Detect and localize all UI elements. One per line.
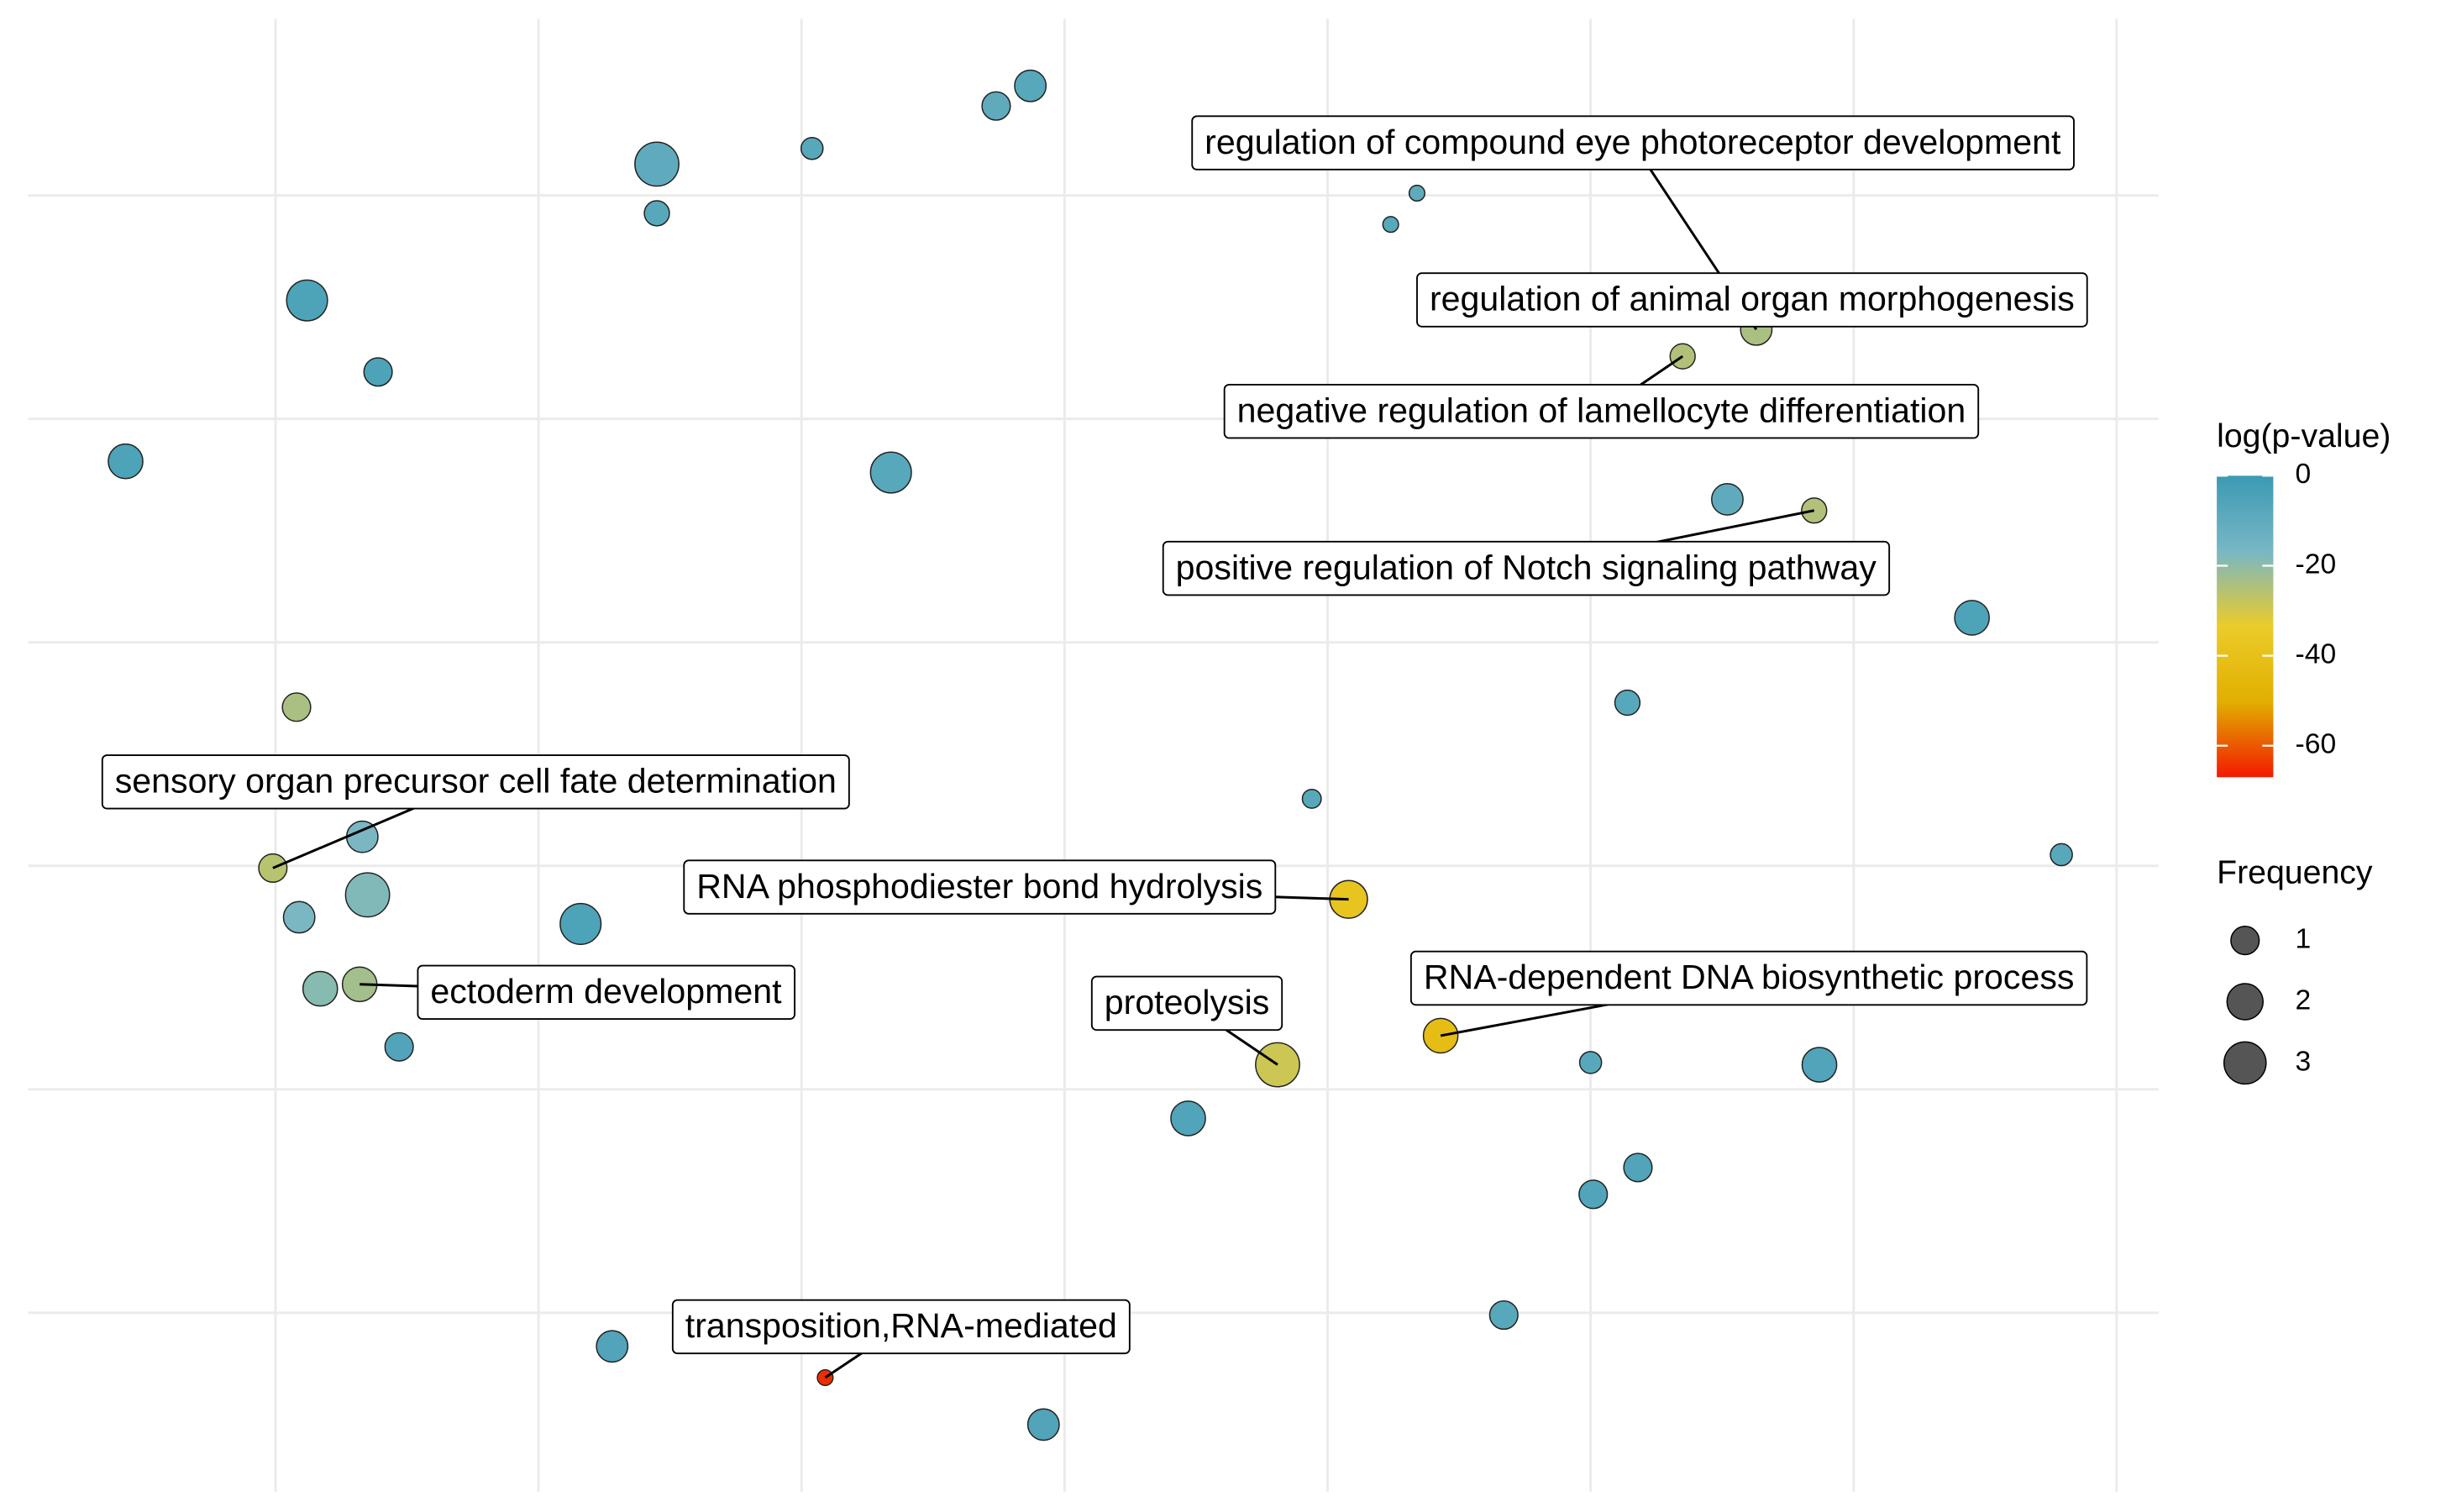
size-legend-key — [2226, 983, 2264, 1021]
point — [302, 970, 339, 1007]
label-text: proteolysis — [1105, 983, 1269, 1021]
colorbar-label: -20 — [2296, 549, 2337, 580]
label-text: ectoderm development — [430, 972, 782, 1011]
size-legend-label: 2 — [2296, 984, 2312, 1016]
point — [281, 692, 312, 722]
label-box — [1090, 975, 1283, 1032]
point — [1578, 1179, 1609, 1210]
point — [1801, 1047, 1838, 1083]
colorbar-label: -60 — [2296, 729, 2337, 760]
point — [1014, 69, 1047, 102]
legend: log(p-value) Frequency 0 -20 -40 -60 1 2 3 — [2217, 417, 2391, 1085]
label-text: positive regulation of Notch signaling p… — [1176, 548, 1877, 586]
point — [1578, 1051, 1603, 1074]
point — [1623, 1152, 1653, 1183]
point-label: negative regulation of lamellocyte diffe… — [1223, 384, 1980, 439]
size-legend-key — [2223, 1041, 2267, 1085]
point-label: regulation of compound eye photoreceptor… — [1191, 115, 2075, 171]
point — [1382, 216, 1399, 234]
point — [643, 200, 670, 227]
point — [286, 279, 328, 322]
point — [363, 357, 393, 387]
size-legend-key — [2230, 926, 2260, 956]
point — [344, 872, 391, 918]
label-box — [1191, 115, 2075, 171]
colorbar-label: -40 — [2296, 639, 2337, 670]
point — [1170, 1100, 1206, 1137]
point — [1408, 184, 1426, 202]
label-text: RNA phosphodiester bond hydrolysis — [696, 867, 1262, 906]
point — [282, 900, 316, 934]
point — [596, 1330, 629, 1363]
size-legend-label: 3 — [2296, 1046, 2312, 1077]
label-text: regulation of compound eye photoreceptor… — [1205, 123, 2061, 161]
label-box — [417, 964, 796, 1021]
point — [1301, 788, 1322, 809]
point — [1669, 343, 1696, 370]
point — [1026, 1408, 1060, 1441]
label-box — [1416, 272, 2088, 328]
point — [258, 853, 288, 883]
colorbar — [2217, 475, 2274, 778]
point — [869, 451, 912, 494]
label-text: regulation of animal organ morphogenesis — [1430, 280, 2075, 318]
point — [800, 136, 824, 160]
point — [1488, 1299, 1519, 1331]
points — [108, 69, 2073, 1441]
point-label: ectoderm development — [417, 964, 796, 1021]
label-box — [683, 859, 1277, 915]
size-legend-title: Frequency — [2217, 853, 2373, 890]
label-box — [1162, 540, 1891, 596]
point-label: proteolysis — [1090, 975, 1283, 1032]
point — [384, 1032, 414, 1062]
label-text: negative regulation of lamellocyte diffe… — [1237, 391, 1966, 429]
point-label: RNA phosphodiester bond hydrolysis — [683, 859, 1277, 915]
label-text: transposition,RNA-mediated — [685, 1306, 1117, 1345]
point-label: regulation of animal organ morphogenesis — [1416, 272, 2088, 328]
label-box — [1223, 384, 1980, 439]
point-label: positive regulation of Notch signaling p… — [1162, 540, 1891, 596]
point-label: RNA-dependent DNA biosynthetic process — [1409, 950, 2088, 1006]
colorbar-label: 0 — [2296, 459, 2312, 490]
point — [559, 902, 602, 945]
label-box — [671, 1299, 1131, 1355]
label-text: sensory organ precursor cell fate determ… — [115, 762, 837, 801]
label-text: RNA-dependent DNA biosynthetic process — [1424, 958, 2075, 996]
labels: regulation of compound eye photoreceptor… — [101, 115, 2088, 1379]
label-boxes: regulation of compound eye photoreceptor… — [101, 115, 2088, 1355]
point — [1954, 600, 1990, 636]
point — [2050, 843, 2073, 867]
point — [981, 91, 1011, 121]
point — [108, 443, 144, 480]
point — [1711, 483, 1744, 516]
point — [1422, 1017, 1459, 1054]
color-legend-title: log(p-value) — [2217, 417, 2391, 454]
label-box — [1409, 950, 2088, 1006]
point-label: transposition,RNA-mediated — [671, 1299, 1131, 1355]
size-legend-label: 1 — [2296, 924, 2312, 955]
point — [634, 141, 680, 187]
point-label: sensory organ precursor cell fate determ… — [101, 754, 850, 810]
label-box — [101, 754, 850, 810]
point — [1614, 689, 1641, 717]
